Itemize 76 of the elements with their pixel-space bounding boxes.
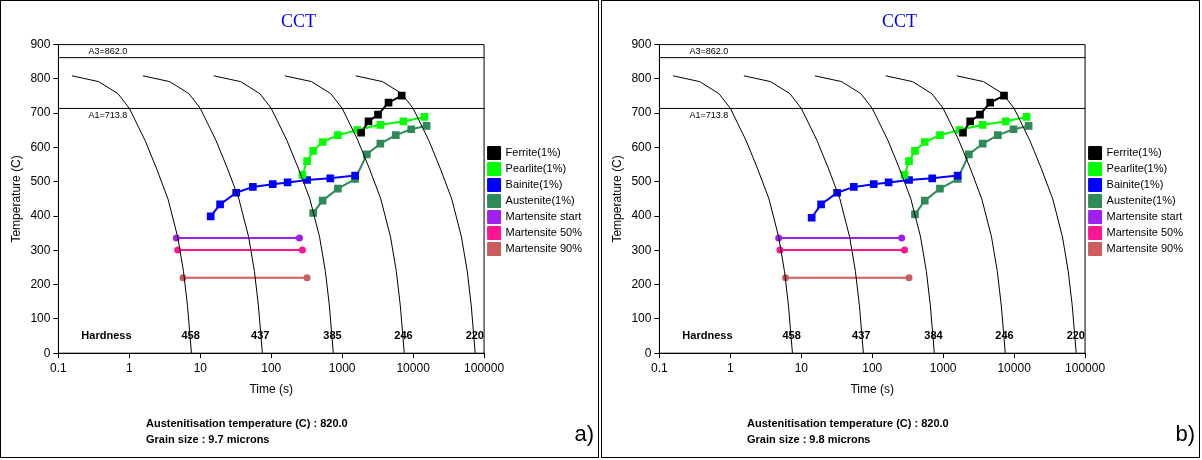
y-tick-label: 100 <box>631 311 652 326</box>
legend-label: Bainite(1%) <box>505 178 563 191</box>
legend-label: Martensite 90% <box>505 242 583 255</box>
annotation: 385 <box>323 329 342 342</box>
x-tick-label: 10 <box>794 360 809 375</box>
x-tick-label: 10 <box>193 360 208 375</box>
text: Grain size : 9.7 microns <box>146 432 271 447</box>
y-tick-label: 600 <box>631 139 652 154</box>
annotation: 437 <box>251 329 270 342</box>
annotation: 220 <box>1066 329 1085 342</box>
x-tick-label: 100000 <box>464 360 505 375</box>
legend-label: Martensite start <box>505 210 582 223</box>
legend-label: Martensite 50% <box>1106 226 1184 239</box>
y-tick-label: 700 <box>631 105 652 120</box>
text: Austenitisation temperature (C) : 820.0 <box>747 416 949 431</box>
annotation: 437 <box>852 329 871 342</box>
x-tick-label: 1 <box>727 360 735 375</box>
annotation: 246 <box>995 329 1014 342</box>
legend-label: Ferrite(1%) <box>505 146 561 159</box>
y-tick-label: 0 <box>644 345 652 360</box>
legend-label: Martensite start <box>1106 210 1183 223</box>
ref-line-label: A3=862.0 <box>88 45 128 56</box>
legend-label: Ferrite(1%) <box>1106 146 1162 159</box>
x-tick-label: 0.1 <box>651 360 669 375</box>
chart-title: CCT <box>280 10 317 31</box>
y-tick-label: 400 <box>30 208 51 223</box>
x-tick-label: 100 <box>862 360 883 375</box>
y-tick-label: 700 <box>30 105 51 120</box>
annotation: 458 <box>181 329 200 342</box>
x-tick-label: 10000 <box>396 360 431 375</box>
y-tick-label: 500 <box>30 174 51 189</box>
text: a) <box>574 421 594 447</box>
legend-label: Martensite 50% <box>505 226 583 239</box>
ref-line-label: A1=713.8 <box>88 110 128 121</box>
y-tick-label: 900 <box>631 36 652 51</box>
legend-label: Pearlite(1%) <box>505 162 567 175</box>
x-tick-label: 100000 <box>1065 360 1106 375</box>
text: Austenitisation temperature (C) : 820.0 <box>146 416 348 431</box>
annotation: Hardness <box>81 329 132 342</box>
ref-line-label: A3=862.0 <box>689 45 729 56</box>
y-tick-label: 500 <box>631 174 652 189</box>
y-tick-label: 200 <box>631 276 652 291</box>
y-tick-label: 0 <box>43 345 51 360</box>
y-tick-label: 800 <box>631 71 652 86</box>
legend-label: Austenite(1%) <box>1106 194 1176 207</box>
legend-label: Pearlite(1%) <box>1106 162 1168 175</box>
x-tick-label: 1 <box>126 360 134 375</box>
annotation: 246 <box>394 329 413 342</box>
legend-label: Austenite(1%) <box>505 194 575 207</box>
text: Grain size : 9.8 microns <box>747 432 872 447</box>
x-tick-label: 10000 <box>997 360 1032 375</box>
y-tick-label: 200 <box>30 276 51 291</box>
y-tick-label: 600 <box>30 139 51 154</box>
annotation: Hardness <box>682 329 733 342</box>
y-axis-title: Temperature (C) <box>609 155 624 243</box>
x-tick-label: 1000 <box>929 360 957 375</box>
x-axis-title: Time (s) <box>850 382 895 397</box>
annotation: 458 <box>782 329 801 342</box>
y-tick-label: 300 <box>631 242 652 257</box>
text: b) <box>1175 421 1195 447</box>
ref-line-label: A1=713.8 <box>689 110 729 121</box>
x-tick-label: 100 <box>261 360 282 375</box>
legend-label: Martensite 90% <box>1106 242 1184 255</box>
x-tick-label: 1000 <box>328 360 356 375</box>
y-tick-label: 900 <box>30 36 51 51</box>
legend-label: Bainite(1%) <box>1106 178 1164 191</box>
y-tick-label: 800 <box>30 71 51 86</box>
y-tick-label: 300 <box>30 242 51 257</box>
y-tick-label: 400 <box>631 208 652 223</box>
y-axis-title: Temperature (C) <box>8 155 23 243</box>
y-tick-label: 100 <box>30 311 51 326</box>
annotation: 384 <box>924 329 944 342</box>
chart-title: CCT <box>881 10 918 31</box>
annotation: 220 <box>465 329 484 342</box>
x-tick-label: 0.1 <box>50 360 68 375</box>
x-axis-title: Time (s) <box>249 382 294 397</box>
